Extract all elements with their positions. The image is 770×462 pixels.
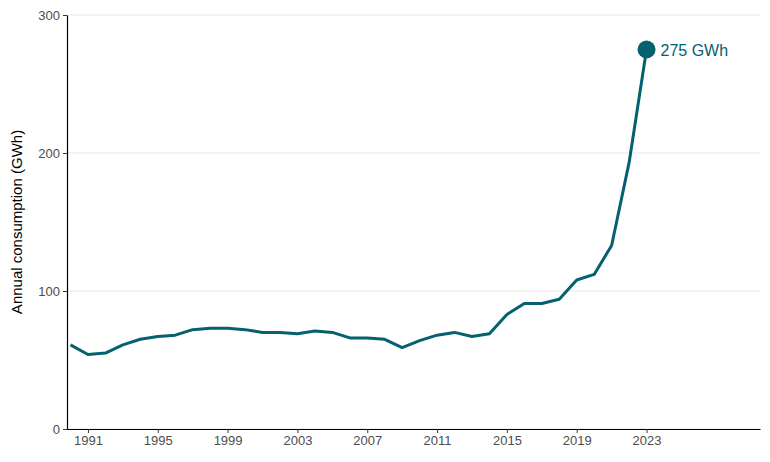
y-tick-label: 200 [38, 146, 60, 161]
y-tick-label: 300 [38, 8, 60, 23]
y-tick: 300 [38, 8, 67, 23]
y-tick: 200 [38, 146, 67, 161]
x-axis-line [68, 429, 761, 430]
y-tick-mark [63, 291, 67, 292]
x-tick-label: 2003 [283, 433, 312, 448]
x-tick: 1991 [74, 429, 103, 448]
x-tick: 2019 [563, 429, 592, 448]
x-tick-label: 1999 [214, 433, 243, 448]
y-tick-mark [63, 15, 67, 16]
y-tick-mark [63, 429, 67, 430]
y-tick: 100 [38, 284, 67, 299]
y-tick-label: 0 [53, 422, 60, 437]
y-tick-label: 100 [38, 284, 60, 299]
x-tick: 2023 [633, 429, 662, 448]
x-tick-label: 1991 [74, 433, 103, 448]
plot-area [70, 41, 655, 355]
highlight-point [638, 41, 656, 59]
y-tick: 0 [53, 422, 67, 437]
y-axis-line [67, 16, 68, 430]
grid-line [67, 429, 760, 430]
x-tick: 2011 [424, 429, 452, 448]
x-tick-label: 2007 [353, 433, 382, 448]
chart: 0 100 200 300 1991 1995 1999 2003 2007 2011 2015 20… [0, 0, 770, 462]
x-tick-label: 2015 [493, 433, 522, 448]
grid-line [67, 153, 760, 154]
x-tick: 1995 [144, 429, 173, 448]
x-tick: 2015 [493, 429, 522, 448]
series-line [70, 50, 646, 355]
x-tick-label: 2023 [633, 433, 662, 448]
grid-line [67, 291, 760, 292]
y-axis: 0 100 200 300 [38, 8, 67, 437]
x-tick-label: 2011 [424, 433, 452, 448]
x-tick-label: 2019 [563, 433, 592, 448]
x-tick-label: 1995 [144, 433, 173, 448]
y-axis-title: Annual consumption (GWh) [8, 130, 25, 314]
grid [67, 15, 760, 429]
grid-line [67, 15, 760, 16]
annotation: 275 GWh [661, 42, 729, 59]
x-tick: 2003 [283, 429, 312, 448]
x-axis: 1991 1995 1999 2003 2007 2011 2015 2019 2023 [68, 429, 761, 448]
x-tick: 2007 [353, 429, 382, 448]
y-tick-mark [63, 153, 67, 154]
x-tick: 1999 [214, 429, 243, 448]
